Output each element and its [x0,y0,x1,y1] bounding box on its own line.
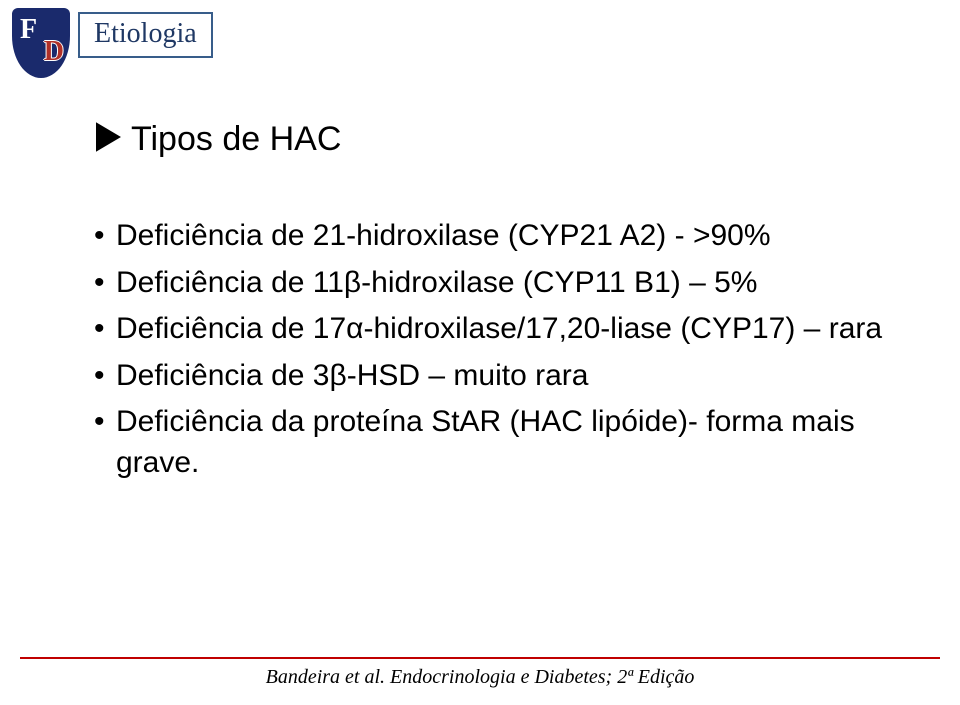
title-text: Etiologia [94,18,197,49]
list-item: Deficiência de 21-hidroxilase (CYP21 A2)… [94,216,894,257]
logo-letter-d: D [44,36,64,68]
separator-line [20,657,940,659]
heading-text: Tipos de HAC [131,120,341,159]
list-item: Deficiência de 17α-hidroxilase/17,20-lia… [94,309,894,350]
bullet-text: Deficiência de 3β-HSD – muito rara [116,359,588,392]
bullet-text: Deficiência de 17α-hidroxilase/17,20-lia… [116,312,882,345]
list-item: Deficiência da proteína StAR (HAC lipóid… [94,402,894,483]
bullet-text: Deficiência de 11β-hidroxilase (CYP11 B1… [116,266,757,299]
heading-row: Tipos de HAC [95,120,341,159]
list-item: Deficiência de 11β-hidroxilase (CYP11 B1… [94,263,894,304]
title-box: Etiologia [78,12,213,58]
logo-shield: F D [12,8,70,78]
bullet-text: Deficiência de 21-hidroxilase (CYP21 A2)… [116,219,771,252]
slide: F D Etiologia Tipos de HAC Deficiência d… [0,0,960,705]
footer-citation: Bandeira et al. Endocrinologia e Diabete… [0,666,960,689]
chevron-right-icon [95,122,121,157]
logo: F D [12,8,70,78]
bullet-list: Deficiência de 21-hidroxilase (CYP21 A2)… [94,216,894,489]
logo-letter-f: F [20,14,37,46]
list-item: Deficiência de 3β-HSD – muito rara [94,356,894,397]
bullet-text: Deficiência da proteína StAR (HAC lipóid… [116,405,855,479]
